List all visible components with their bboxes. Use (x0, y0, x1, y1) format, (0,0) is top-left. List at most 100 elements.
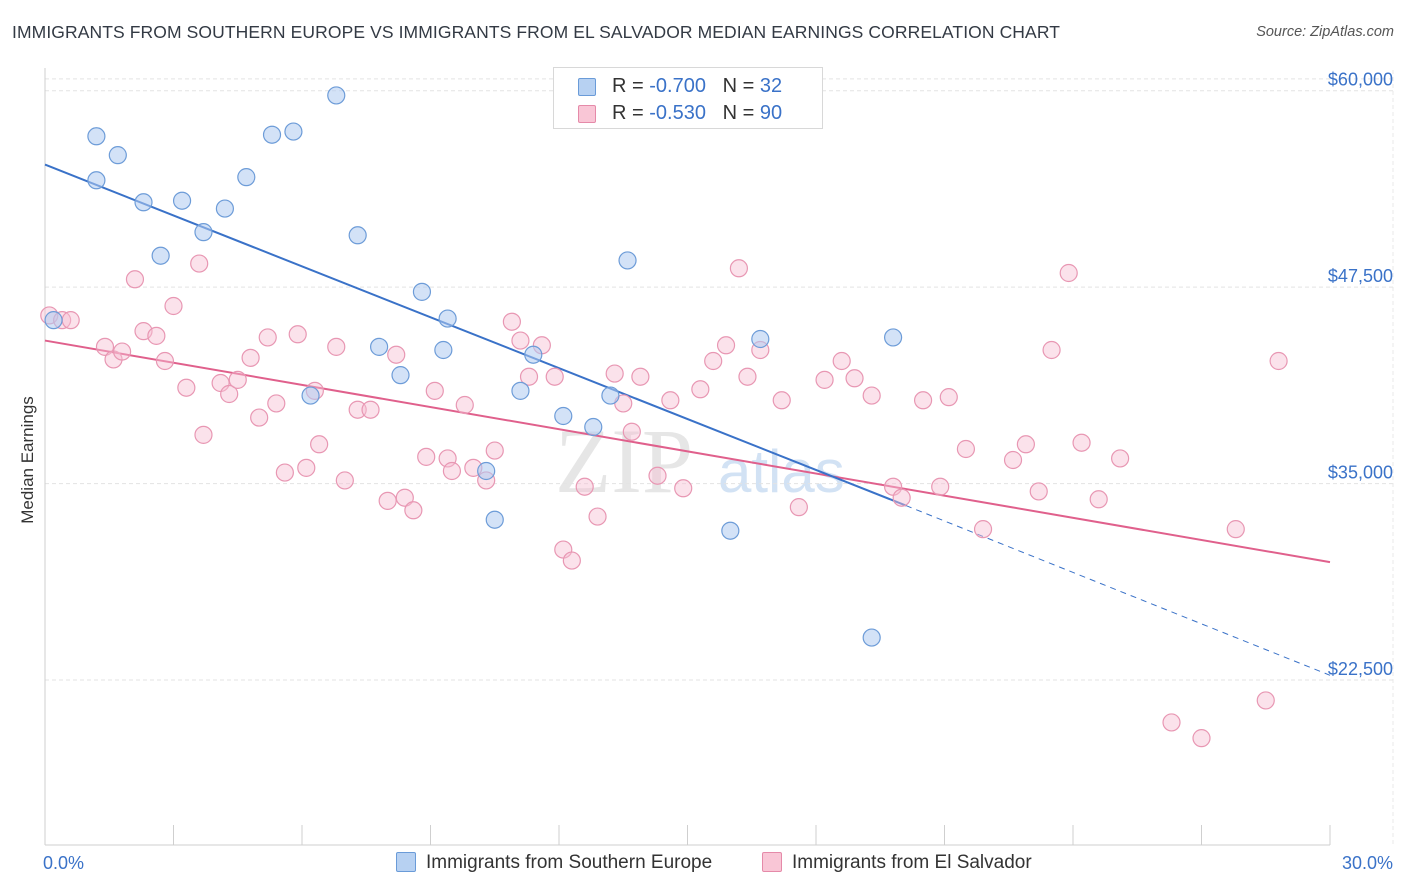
data-point (789, 498, 808, 517)
data-point (112, 342, 132, 361)
data-point (832, 351, 851, 371)
data-point (275, 463, 294, 482)
legend-n-value: 90 (759, 102, 783, 124)
data-point (327, 337, 346, 356)
bottom-legend-label: Immigrants from El Salvador (792, 852, 1032, 873)
legend-r-value: -0.700 (649, 75, 706, 97)
data-point (194, 223, 213, 242)
data-point (661, 391, 680, 410)
data-point (939, 388, 958, 407)
data-point (241, 348, 260, 367)
watermark-zip: ZIP (555, 410, 693, 512)
data-point (87, 127, 106, 146)
data-point (601, 386, 620, 405)
data-point (267, 394, 286, 413)
data-point (378, 491, 397, 510)
y-axis-label: Median Earnings (18, 396, 37, 524)
chart-title: IMMIGRANTS FROM SOUTHERN EUROPE VS IMMIG… (12, 22, 1061, 42)
data-point (588, 507, 607, 526)
data-point (545, 367, 564, 386)
data-point (1226, 520, 1245, 539)
legend-r-label: R = (612, 102, 650, 124)
data-point (44, 311, 63, 330)
data-point (738, 367, 757, 386)
source-label: Source: ZipAtlas.com (1256, 24, 1394, 40)
data-point (622, 422, 641, 441)
data-point (284, 122, 303, 141)
legend-swatch-pink (578, 105, 596, 123)
data-point (87, 171, 106, 190)
data-point (554, 406, 573, 426)
data-point (348, 226, 367, 245)
data-point (524, 345, 543, 364)
data-point (108, 146, 127, 165)
trend-line-southern-europe-extension (905, 505, 1331, 676)
data-point (956, 439, 976, 459)
data-point (1111, 449, 1130, 468)
data-point (134, 193, 153, 212)
bottom-legend-swatch-blue (396, 852, 416, 872)
data-point (310, 435, 329, 454)
y-tick-label: $60,000 (1328, 70, 1393, 90)
data-point (61, 311, 80, 330)
data-point (404, 501, 423, 520)
legend-r-label: R = (612, 75, 650, 97)
axis-labels: $22,500 $35,000 $47,500 $60,000 0.0% 30.0% Med… (18, 70, 1393, 873)
data-point (172, 191, 192, 210)
bottom-legend-swatch-pink (762, 852, 782, 872)
data-point (250, 408, 269, 427)
data-point (220, 384, 239, 404)
data-point (931, 477, 950, 496)
data-point (237, 168, 256, 187)
data-point (1256, 691, 1275, 710)
data-point (721, 521, 740, 540)
legend-n-label: N = (722, 102, 760, 124)
data-point (511, 381, 530, 400)
data-point (674, 479, 693, 498)
data-point (584, 417, 603, 437)
data-point (1192, 729, 1211, 748)
data-point (258, 328, 277, 347)
legend-n-value: 32 (759, 75, 783, 97)
data-point (562, 551, 581, 570)
data-point (729, 259, 749, 278)
data-point (370, 337, 389, 356)
data-point (125, 270, 145, 289)
data-point (391, 366, 410, 385)
data-point (691, 380, 710, 399)
data-point (194, 425, 213, 444)
data-point (95, 337, 115, 356)
data-point (485, 510, 504, 529)
data-point (1162, 713, 1181, 732)
data-point (575, 477, 594, 496)
trend-lines (44, 163, 1331, 676)
data-point (485, 441, 504, 460)
data-point (442, 461, 462, 481)
data-point (412, 282, 432, 301)
data-point (1072, 433, 1091, 452)
data-point (1269, 351, 1288, 371)
watermark-atlas: atlas (718, 438, 845, 505)
data-point (417, 447, 436, 466)
data-point (262, 125, 282, 144)
data-point (973, 520, 993, 539)
data-point (519, 367, 539, 386)
data-point (301, 386, 320, 405)
data-point (1029, 482, 1048, 501)
data-point (438, 309, 457, 328)
bottom-legend-southern-europe: Immigrants from Southern Europe (396, 852, 712, 874)
data-point (1089, 490, 1108, 509)
data-point (455, 395, 474, 415)
data-point (425, 381, 444, 400)
data-point (327, 86, 346, 105)
y-tick-label: $22,500 (1328, 659, 1393, 679)
data-point (155, 351, 175, 371)
data-point (335, 471, 354, 490)
axes (44, 68, 1331, 846)
data-point (772, 391, 791, 410)
legend-n-label: N = (722, 75, 760, 97)
data-point (845, 369, 864, 388)
data-point (913, 391, 933, 410)
data-point (502, 312, 521, 331)
